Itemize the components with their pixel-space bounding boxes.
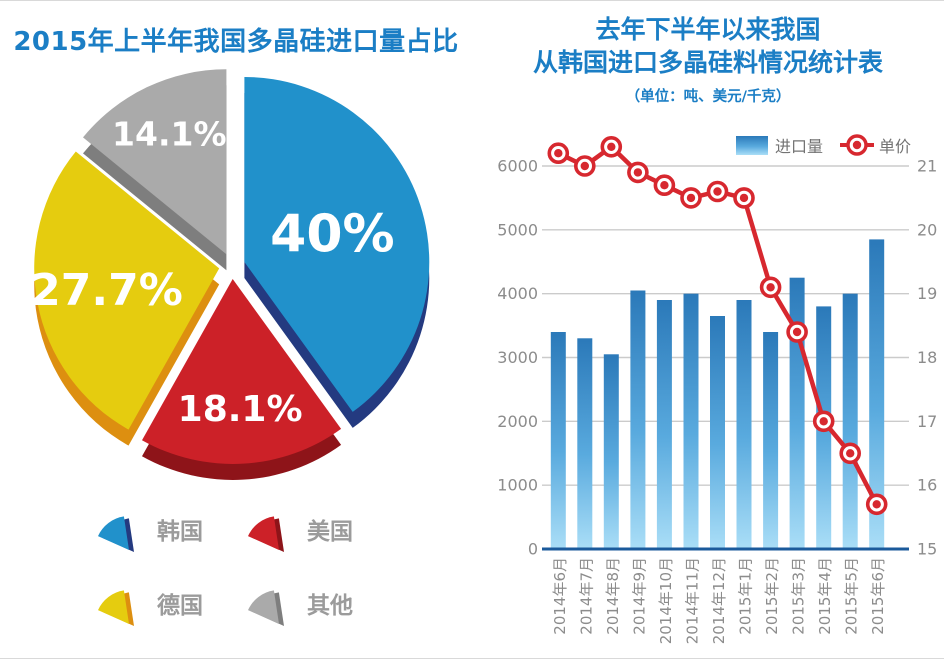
right-axis-tick: 17 [917,412,937,431]
x-axis-label: 2014年9月 [630,557,648,635]
import-volume-bar [842,293,858,549]
pie-slice [34,151,220,430]
legend-item-germany: 德国 [70,580,220,626]
korea-wedge-icon [98,516,134,552]
import-volume-bar [630,290,646,549]
import-volume-bar [656,300,672,549]
combo-chart-title: 去年下半年以来我国 从韩国进口多晶硅料情况统计表 [472,13,944,79]
x-axis-label: 2014年10月 [657,557,675,644]
unit-price-marker-dot [739,193,749,203]
combo-title-line2: 从韩国进口多晶硅料情况统计表 [532,48,883,77]
right-axis-tick: 15 [917,540,937,559]
import-volume-bar [869,239,885,549]
left-axis-tick: 2000 [497,412,538,431]
pie-slice-label: 14.1% [112,115,227,154]
legend-label: 韩国 [157,519,203,545]
import-volume-bar [710,316,725,549]
x-axis-label: 2014年7月 [577,557,595,635]
legend-item-usa: 美国 [220,506,370,552]
right-axis-tick: 18 [917,348,937,367]
legend-label: 德国 [157,593,203,619]
left-axis-tick: 4000 [497,284,538,303]
wedge-icon-face [98,516,129,550]
pie-chart-title: 2015年上半年我国多晶硅进口量占比 [13,27,459,57]
pie-slice-label: 40% [270,205,394,265]
pie-slice [244,77,430,412]
x-axis-label: 2015年6月 [869,557,887,635]
import-volume-bar [603,354,619,549]
wedge-icon-face [248,590,279,624]
pie-chart: 40% 18.1% 27.7% 14.1% [30,69,430,480]
unit-price-legend-marker-dot [852,140,862,150]
combo-panel: 去年下半年以来我国 从韩国进口多晶硅料情况统计表 （单位：吨、美元/千克） 0 1… [472,1,944,658]
left-axis-tick: 1000 [497,476,538,495]
unit-price-marker-dot [660,181,669,190]
pie-slice [83,69,227,255]
import-volume-bar [763,332,779,549]
unit-price-marker-dot [846,449,855,458]
unit-note: （单位：吨、美元/千克） [625,89,791,105]
unit-price-marker-dot [580,161,589,171]
pie-slice-label: 18.1% [178,389,303,430]
wedge-icon-face [248,516,279,550]
pie-slice [142,279,342,464]
import-volume-bar [789,277,805,549]
usa-wedge-icon [248,516,284,552]
pie-panel: 2015年上半年我国多晶硅进口量占比 40% 18.1% 27.7% 14.1% 韩国… [0,1,472,658]
legend-item-korea: 韩国 [70,506,220,552]
import-volume-bar [683,293,699,549]
import-volume-swatch [736,136,768,155]
unit-price-marker-dot [607,142,616,151]
left-axis-tick: 0 [528,540,538,559]
x-axis-label: 2014年11月 [684,557,702,644]
x-axis-label: 2015年5月 [843,557,861,635]
legend-item-other: 其他 [220,580,370,626]
import-volume-bar [736,300,752,549]
import-volume-bar [550,332,566,549]
x-axis-label: 2015年4月 [816,557,834,635]
import-volume-legend-label: 进口量 [775,137,823,156]
right-axis-tick: 20 [917,220,937,239]
legend-label: 美国 [307,519,353,545]
pie-legend: 韩国 美国 德国 其他 [70,506,410,626]
left-axis-tick: 5000 [497,220,538,239]
import-volume-bar [577,338,593,549]
right-axis-tick: 21 [917,157,937,176]
x-axis-label: 2015年3月 [790,557,808,635]
x-axis-label: 2014年12月 [710,557,728,644]
unit-price-marker-dot [872,500,881,509]
unit-price-marker-dot [713,187,722,196]
unit-price-marker-dot [633,168,643,177]
pie-slice-label: 27.7% [30,265,183,316]
unit-price-marker-dot [686,193,696,203]
unit-price-marker-dot [792,327,802,337]
combo-chart: 0 1000 2000 3000 4000 5000 6000 15 16 17 18 19 20 21 2… [497,134,937,644]
right-axis-tick: 19 [917,284,937,303]
combo-title-line1: 去年下半年以来我国 [595,15,821,44]
unit-price-marker-dot [819,417,828,426]
left-axis-tick: 3000 [497,348,538,367]
unit-price-marker-dot [554,149,563,158]
x-axis-label: 2014年6月 [551,557,569,635]
other-wedge-icon [248,590,284,626]
unit-price-legend-label: 单价 [879,137,911,156]
germany-wedge-icon [98,590,134,626]
wedge-icon-face [98,590,129,624]
legend-label: 其他 [307,593,353,619]
x-axis-label: 2014年8月 [604,557,622,635]
right-axis-tick: 16 [917,476,937,495]
unit-price-marker-dot [766,283,775,292]
left-axis-tick: 6000 [497,157,538,176]
x-axis-label: 2015年2月 [763,557,781,635]
x-axis-label: 2015年1月 [737,557,755,635]
